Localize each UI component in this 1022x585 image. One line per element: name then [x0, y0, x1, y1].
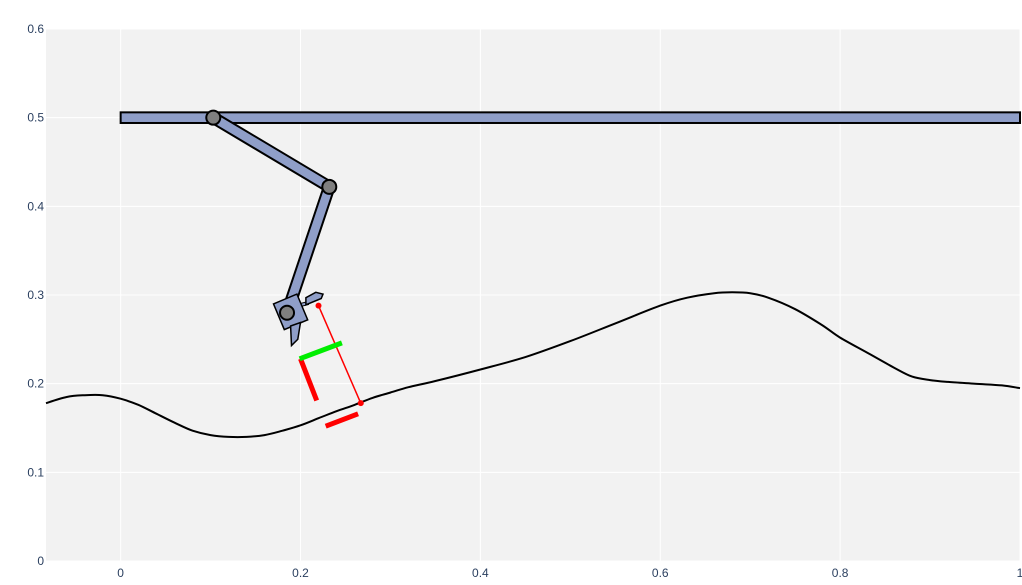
y-tick-label: 0.2 — [27, 377, 44, 391]
rail — [119, 111, 1021, 124]
y-tick-label: 0.6 — [27, 22, 44, 36]
arm-joint — [321, 178, 338, 195]
y-tick-label: 0 — [37, 554, 44, 568]
x-tick-label: 0.2 — [292, 566, 309, 580]
x-tick-label: 0.4 — [472, 566, 489, 580]
arm-joints — [205, 109, 338, 321]
x-tick-label: 0.8 — [832, 566, 849, 580]
tool-head-tip — [289, 321, 302, 348]
y-tick-label: 0.1 — [27, 465, 44, 479]
red-marker — [324, 411, 359, 429]
y-tick-label: 0.5 — [27, 111, 44, 125]
x-tick-label: 0.6 — [652, 566, 669, 580]
x-tick-label: 0 — [117, 566, 124, 580]
target-end-point — [357, 400, 364, 407]
y-tick-label: 0.3 — [27, 288, 44, 302]
surface-curve — [45, 291, 1021, 439]
arm-joint — [205, 109, 222, 126]
arm-joint — [279, 304, 296, 321]
green-marker — [298, 340, 343, 362]
x-tick-labels: 0 0.2 0.4 0.6 0.8 1 — [117, 566, 1022, 580]
tool-arm-pivot — [305, 291, 325, 306]
red-marker — [298, 357, 320, 402]
x-tick-label: 1 — [1017, 566, 1022, 580]
y-tick-label: 0.4 — [27, 199, 44, 213]
markers — [298, 340, 359, 429]
target-line — [317, 305, 362, 404]
target-start-point — [315, 302, 322, 309]
scene — [45, 109, 1021, 439]
y-tick-labels: 0 0.1 0.2 0.3 0.4 0.5 0.6 — [27, 22, 44, 568]
